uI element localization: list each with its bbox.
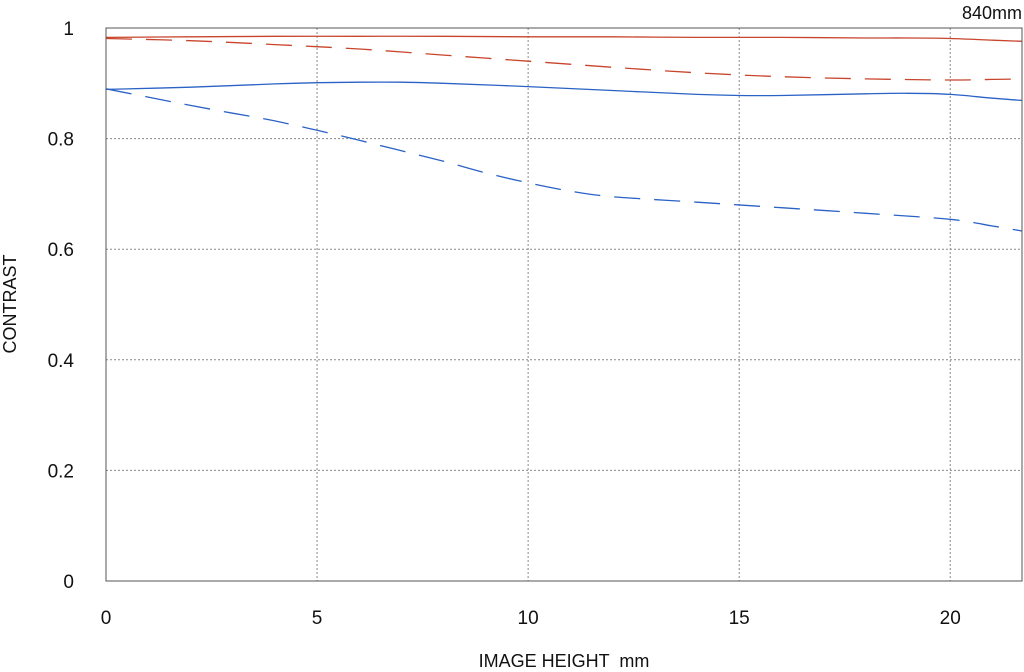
y-axis-title: CONTRAST [0,254,20,353]
y-tick-label: 0.2 [48,461,74,482]
x-axis-title: IMAGE HEIGHT mm [479,651,650,671]
plot-frame [105,27,1023,582]
mtf-curve-4-dashed [105,88,1023,232]
x-tick-label: 10 [518,608,539,629]
y-tick-label: 0.6 [48,240,74,261]
focal-length-label: 840mm [962,3,1022,23]
grid-layer [106,28,1022,581]
x-tick-label: 0 [101,608,112,629]
y-tick-label: 0.4 [48,351,75,372]
series-layer [105,35,1023,232]
x-tick-label: 20 [940,608,961,629]
y-tick-labels: 0 0.2 0.4 0.6 0.8 1 [48,19,75,593]
x-tick-label: 15 [729,608,750,629]
y-tick-label: 0 [63,572,74,593]
mtf-curve-3-solid [105,81,1023,102]
x-tick-labels: 0 5 10 15 20 [101,608,961,629]
mtf-curve-2-dashed [105,37,1023,81]
mtf-curve-1-solid [105,35,1023,42]
y-tick-label: 1 [63,19,74,40]
y-tick-label: 0.8 [48,130,74,151]
x-tick-label: 5 [312,608,323,629]
